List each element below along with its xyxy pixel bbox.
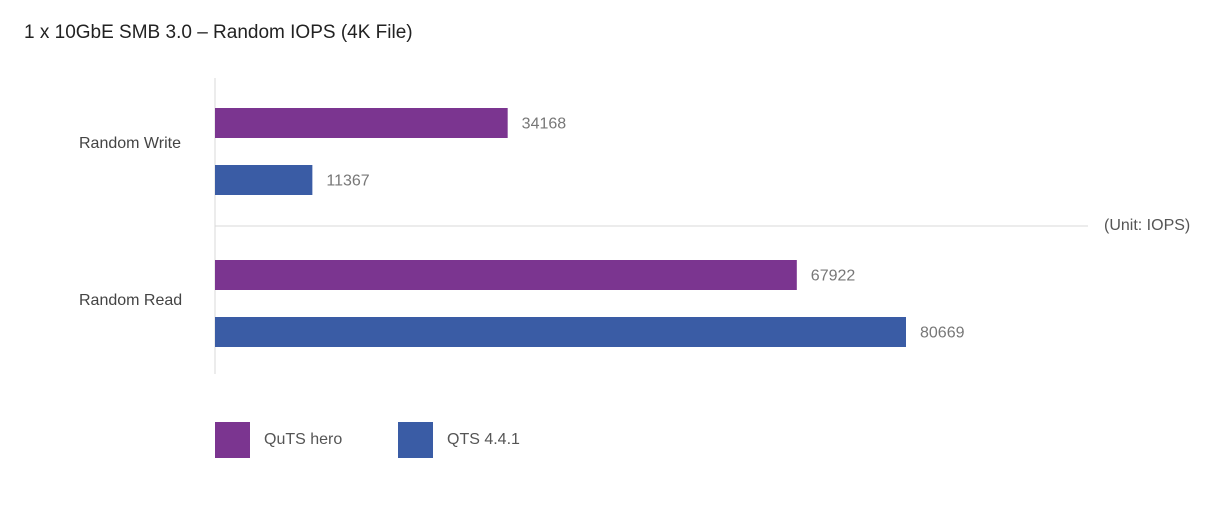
legend-item-quts-hero[interactable]: QuTS hero — [215, 422, 342, 458]
unit-label: (Unit: IOPS) — [1104, 217, 1191, 234]
category-label-random-write: Random Write — [79, 135, 181, 152]
bar-random-write-series-1 — [215, 165, 313, 195]
bar-random-read-series-1 — [215, 317, 906, 347]
bar-random-read-series-0 — [215, 260, 797, 290]
legend-swatch-quts-hero — [215, 422, 250, 458]
bar-random-write-series-0 — [215, 108, 508, 138]
legend-label-qts: QTS 4.4.1 — [447, 431, 520, 448]
legend: QuTS hero QTS 4.4.1 — [0, 422, 1215, 458]
data-label-random-write-series-0: 34168 — [522, 116, 567, 133]
data-label-random-read-series-0: 67922 — [811, 268, 856, 285]
data-label-random-write-series-1: 11367 — [326, 173, 369, 190]
data-label-random-read-series-1: 80669 — [920, 325, 965, 342]
category-label-random-read: Random Read — [79, 292, 183, 309]
legend-item-qts[interactable]: QTS 4.4.1 — [398, 422, 520, 458]
legend-label-quts-hero: QuTS hero — [264, 431, 343, 448]
legend-swatch-qts — [398, 422, 433, 458]
chart-title: 1 x 10GbE SMB 3.0 – Random IOPS (4K File… — [24, 22, 413, 43]
